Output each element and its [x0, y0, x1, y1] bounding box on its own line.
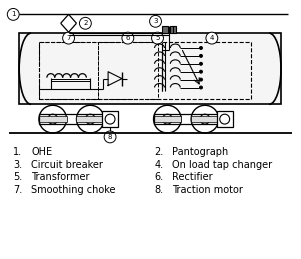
Text: Circuit breaker: Circuit breaker	[31, 160, 103, 170]
Bar	[102, 111, 118, 127]
Circle shape	[200, 47, 203, 49]
Text: 4: 4	[210, 35, 214, 41]
Bar	[39, 114, 106, 124]
Circle shape	[122, 32, 134, 44]
Bar	[163, 26, 168, 33]
Bar	[39, 42, 98, 99]
Bar	[39, 42, 251, 99]
Text: Traction motor: Traction motor	[172, 185, 243, 195]
Text: 1.: 1.	[13, 147, 22, 157]
Circle shape	[154, 105, 181, 133]
Circle shape	[191, 105, 219, 133]
Text: 1: 1	[11, 11, 15, 17]
Bar	[98, 42, 157, 99]
Text: 8: 8	[108, 134, 112, 140]
Circle shape	[85, 114, 95, 124]
Text: 6: 6	[126, 35, 130, 41]
Text: 5.: 5.	[13, 172, 23, 183]
Circle shape	[39, 105, 67, 133]
Circle shape	[150, 15, 161, 27]
Text: 5: 5	[155, 35, 160, 41]
Circle shape	[206, 32, 218, 44]
Text: 2.: 2.	[154, 147, 164, 157]
Text: Rectifier: Rectifier	[172, 172, 213, 183]
Text: Pantograph: Pantograph	[172, 147, 228, 157]
Circle shape	[79, 17, 91, 29]
Circle shape	[152, 32, 163, 44]
Circle shape	[63, 32, 75, 44]
Bar	[19, 33, 281, 104]
Circle shape	[48, 114, 58, 124]
Text: 6.: 6.	[154, 172, 164, 183]
Bar	[154, 116, 181, 122]
Circle shape	[220, 114, 230, 124]
Text: 3: 3	[153, 18, 158, 24]
Circle shape	[200, 114, 210, 124]
Bar	[154, 114, 221, 124]
Text: Transformer: Transformer	[31, 172, 89, 183]
Bar	[191, 116, 219, 122]
Circle shape	[7, 9, 19, 20]
Circle shape	[163, 114, 172, 124]
Text: 7.: 7.	[13, 185, 23, 195]
Text: 2: 2	[83, 20, 88, 26]
Circle shape	[104, 131, 116, 143]
Circle shape	[200, 54, 203, 57]
Bar	[76, 116, 104, 122]
Text: On load tap changer: On load tap changer	[172, 160, 272, 170]
Bar	[39, 116, 67, 122]
Text: 3.: 3.	[13, 160, 22, 170]
Circle shape	[200, 86, 203, 89]
Circle shape	[76, 105, 104, 133]
Text: 4.: 4.	[154, 160, 164, 170]
Bar	[170, 26, 176, 33]
Text: OHE: OHE	[31, 147, 52, 157]
Circle shape	[105, 114, 115, 124]
Text: Smoothing choke: Smoothing choke	[31, 185, 116, 195]
Text: 7: 7	[66, 35, 71, 41]
Circle shape	[200, 62, 203, 65]
Circle shape	[200, 78, 203, 81]
Circle shape	[200, 70, 203, 73]
Text: 8.: 8.	[154, 185, 164, 195]
Bar	[217, 111, 233, 127]
